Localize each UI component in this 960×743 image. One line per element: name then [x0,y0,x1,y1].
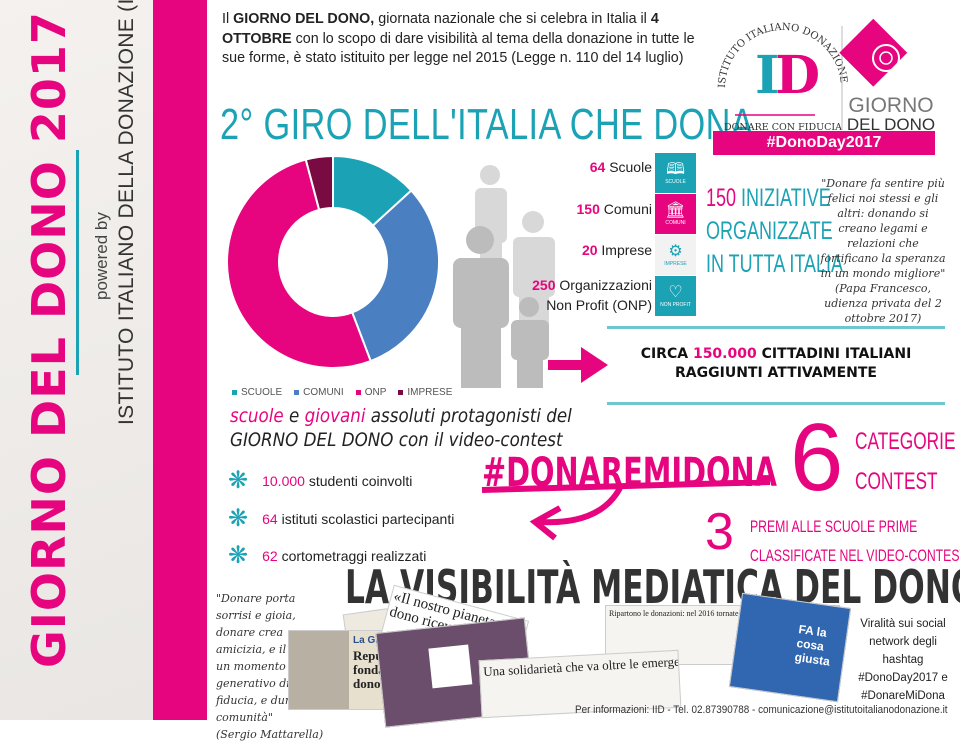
divider [76,150,79,375]
divider [607,326,945,329]
asterisk-icon: ❋ [228,542,249,569]
legend-item-onp: ONP [355,387,387,398]
legend-item-scuole: SCUOLE [232,387,282,398]
legend-swatch [294,389,300,395]
donut-chart [226,155,440,369]
organization-name: ISTITUTO ITALIANO DELLA DONAZIONE (IID) [115,0,138,425]
stat-scuole: 64 Scuole [589,159,652,175]
bullet-shorts: ❋ 62 cortometraggi realizzati [228,542,427,569]
logo-brand-line1: GIORNO [848,94,933,117]
legend-label: SCUOLE [241,387,283,398]
stat-onp: 250 Organizzazioni Non Profit (ONP) [532,277,652,313]
clip-headline: FA la cosa giusta [793,622,831,669]
categories-text: CATEGORIE CONTEST [855,428,956,495]
logo-brand-line2: DEL DONO [847,115,935,133]
heart-icon: ♡ NON PROFIT [655,276,696,316]
legend-item-imprese: IMPRESE [398,387,452,398]
logo: ISTITUTO ITALIANO DONAZIONE I D DONARE C… [705,8,947,158]
photo [428,644,473,689]
bullet-students: ❋ 10.000 studenti coinvolti [228,467,413,494]
clip-headline: Ripartono le donazioni: nel 2016 tornate… [609,609,796,618]
categories-number: 6 [790,404,844,511]
citizens-reached: CIRCA 150.000 CITTADINI ITALIANI RAGGIUNT… [640,346,912,381]
pope-quote: "Donare fa sentire più felici noi stessi… [820,177,946,325]
donut-slice-onp [226,158,372,369]
legend-swatch [398,389,404,395]
footer-contact: Per informazioni: IID - Tel. 02.87390788… [575,704,948,716]
logo-letter-d: D [775,45,820,106]
section-heading: 2° GIRO DELL'ITALIA CHE DONA [220,100,755,149]
legend-label: IMPRESE [407,387,453,398]
hashtag-banner: #DonoDay2017 [713,131,935,155]
asterisk-icon: ❋ [228,505,249,532]
pink-bar [153,0,207,720]
stat-comuni: 150 Comuni [576,201,653,217]
logo-motto: DONARE CON FIDUCIA [724,122,842,133]
logo-letter-i: I [755,45,779,106]
intro-bold: GIORNO DEL DONO, [233,11,375,27]
event-title: GIORNO DEL DONO 2017 [22,11,76,668]
tv-screenshot: FA la cosa giusta [728,592,852,703]
photo [289,631,349,709]
giorno-del-dono-diamond-icon [839,18,908,87]
town-hall-icon: 🏛 COMUNI [655,194,696,234]
curved-arrow-icon [481,480,771,541]
gears-icon: ⚙ IMPRESE [655,235,696,275]
legend-swatch [355,389,361,395]
legend-swatch [232,389,237,395]
contest-intro: scuole e giovani assoluti protagonisti d… [230,405,572,451]
book-icon: 🕮 SCUOLE [655,153,696,193]
virality-text: Viralità sui social network degli hashta… [858,618,948,702]
powered-by: powered by [92,212,111,300]
divider [607,402,945,405]
donut-slice-comuni [350,189,440,363]
legend-label: COMUNI [303,387,344,398]
chart-legend: SCUOLE COMUNI ONP IMPRESE [232,387,452,398]
prizes-text: PREMI ALLE SCUOLE PRIME CLASSIFICATE NEL … [750,517,960,565]
intro-text: Il [222,11,234,27]
intro-text: giornata nazionale che si celebra in Ita… [374,11,651,27]
logo-graphic: ISTITUTO ITALIANO DONAZIONE I D DONARE C… [717,18,935,134]
initiatives-text: 150 INIZIATIVE ORGANIZZATE IN TUTTA ITALIA [706,184,844,278]
intro-bold: 4 OTTOBRE [222,11,659,47]
arrow-right-icon [548,347,608,383]
legend-item-comuni: COMUNI [294,387,344,398]
intro-paragraph: Il GIORNO DEL DONO, giornata nazionale c… [222,10,702,69]
stat-imprese: 20 Imprese [581,242,652,258]
asterisk-icon: ❋ [228,467,249,494]
legend-label: ONP [364,387,387,398]
bullet-schools: ❋ 64 istituti scolastici partecipanti [228,505,455,532]
intro-text: con lo scopo di dare visibilità al tema … [222,30,695,67]
people-silhouettes-icon [453,165,555,388]
donut-slice-imprese [304,155,334,212]
prizes-number: 3 [705,503,734,561]
